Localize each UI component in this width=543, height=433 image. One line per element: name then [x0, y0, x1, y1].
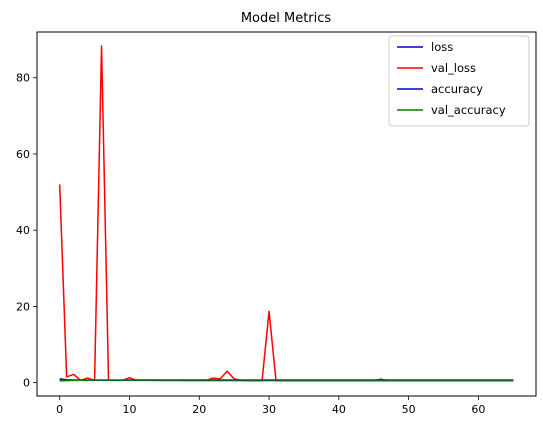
x-tick-label: 40	[332, 403, 346, 416]
y-tick-label: 40	[16, 224, 30, 237]
x-tick-label: 60	[471, 403, 485, 416]
y-tick-label: 20	[16, 300, 30, 313]
y-tick-label: 60	[16, 148, 30, 161]
x-tick-label: 50	[402, 403, 416, 416]
legend-label-val-loss: val_loss	[431, 61, 476, 75]
legend-label-val-accuracy: val_accuracy	[431, 103, 506, 117]
y-tick-label: 80	[16, 72, 30, 85]
legend-label-loss: loss	[431, 40, 453, 54]
x-tick-label: 10	[122, 403, 136, 416]
series-line-val-accuracy	[60, 380, 514, 381]
x-tick-label: 0	[56, 403, 63, 416]
legend-label-accuracy: accuracy	[431, 82, 483, 96]
x-tick-label: 30	[262, 403, 276, 416]
y-tick-label: 0	[23, 377, 30, 390]
legend: loss val_loss accuracy val_accuracy	[389, 36, 529, 126]
x-tick-label: 20	[192, 403, 206, 416]
chart-title: Model Metrics	[241, 11, 332, 26]
